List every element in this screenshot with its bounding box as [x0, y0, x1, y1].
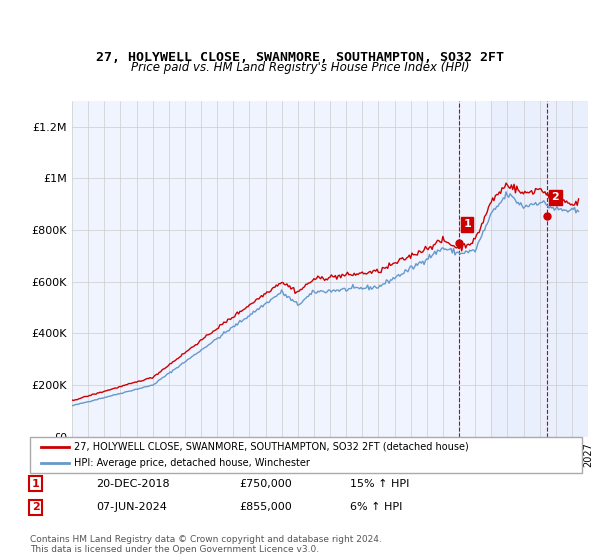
Text: 27, HOLYWELL CLOSE, SWANMORE, SOUTHAMPTON, SO32 2FT: 27, HOLYWELL CLOSE, SWANMORE, SOUTHAMPTO…: [96, 52, 504, 64]
Text: £750,000: £750,000: [240, 479, 293, 489]
Text: 1: 1: [463, 220, 471, 230]
Text: 07-JUN-2024: 07-JUN-2024: [96, 502, 167, 512]
FancyBboxPatch shape: [30, 437, 582, 473]
Text: £855,000: £855,000: [240, 502, 293, 512]
Text: Price paid vs. HM Land Registry's House Price Index (HPI): Price paid vs. HM Land Registry's House …: [131, 61, 469, 74]
Text: 1: 1: [32, 479, 40, 489]
Text: 15% ↑ HPI: 15% ↑ HPI: [350, 479, 410, 489]
Text: HPI: Average price, detached house, Winchester: HPI: Average price, detached house, Winc…: [74, 458, 310, 468]
Bar: [491, 101, 588, 437]
Text: 27, HOLYWELL CLOSE, SWANMORE, SOUTHAMPTON, SO32 2FT (detached house): 27, HOLYWELL CLOSE, SWANMORE, SOUTHAMPTO…: [74, 442, 469, 452]
Text: 2: 2: [551, 192, 559, 202]
Text: 6% ↑ HPI: 6% ↑ HPI: [350, 502, 403, 512]
Text: Contains HM Land Registry data © Crown copyright and database right 2024.
This d: Contains HM Land Registry data © Crown c…: [30, 535, 382, 554]
Text: 2: 2: [32, 502, 40, 512]
Text: 20-DEC-2018: 20-DEC-2018: [96, 479, 170, 489]
